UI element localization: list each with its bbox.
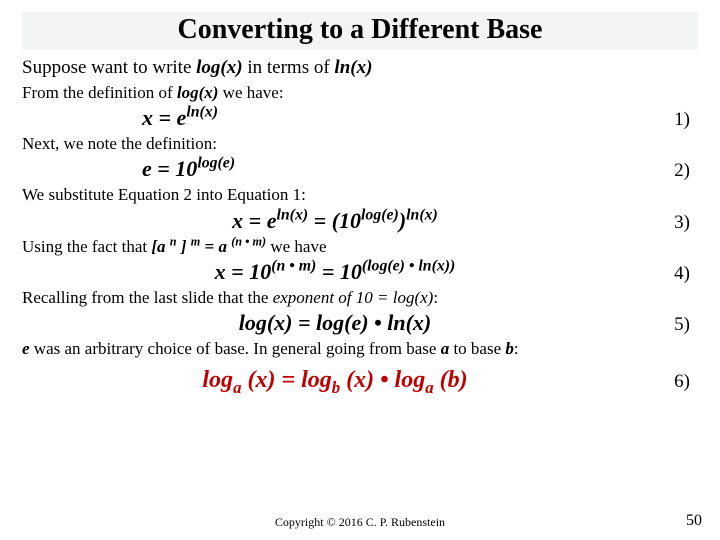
using-line: Using the fact that [a n ] m = a (n • m)… [22, 236, 698, 257]
eq2-num: 2) [648, 160, 698, 182]
def1-log: log(x) [177, 83, 219, 102]
arb-e: e [22, 339, 30, 358]
intro-log: log(x) [196, 57, 242, 78]
eq1: x = eln(x) [22, 105, 648, 131]
eq6-num: 6) [648, 371, 698, 393]
intro-ln: ln(x) [334, 57, 372, 78]
eq4-row: x = 10(n • m) = 10(log(e) • ln(x)) 4) [22, 259, 698, 285]
eq3-num: 3) [648, 212, 698, 234]
eq6-row: loga (x) = logb (x) • loga (b) 6) [22, 361, 698, 400]
recall-post: : [433, 288, 438, 307]
eq2: e = 10log(e) [22, 156, 648, 182]
eq2-row: e = 10log(e) 2) [22, 156, 698, 182]
using-post: we have [266, 237, 326, 256]
def1-pre: From the definition of [22, 83, 177, 102]
arb-mid2: to base [449, 339, 505, 358]
def1-post: we have: [218, 83, 283, 102]
eq3: x = eln(x) = (10log(e))ln(x) [22, 208, 648, 234]
copyright: Copyright © 2016 C. P. Rubenstein [0, 515, 720, 530]
recall-line: Recalling from the last slide that the e… [22, 287, 698, 308]
using-rule: [a n ] m = a (n • m) [151, 237, 266, 256]
recall-it: exponent of 10 = log(x) [273, 288, 434, 307]
eq1-num: 1) [648, 109, 698, 131]
intro-line: Suppose want to write log(x) in terms of… [22, 56, 698, 80]
sub-line: We substitute Equation 2 into Equation 1… [22, 184, 698, 205]
eq6: loga (x) = logb (x) • loga (b) [22, 367, 648, 394]
eq4: x = 10(n • m) = 10(log(e) • ln(x)) [22, 259, 648, 285]
intro-mid: in terms of [243, 57, 335, 78]
arb-a: a [441, 339, 450, 358]
arb-b: b [505, 339, 514, 358]
slide-title: Converting to a Different Base [22, 12, 698, 50]
def1-line: From the definition of log(x) we have: [22, 82, 698, 103]
using-pre: Using the fact that [22, 237, 151, 256]
intro-pre: Suppose want to write [22, 57, 196, 78]
arb-mid1: was an arbitrary choice of base. In gene… [30, 339, 441, 358]
arb-line: e was an arbitrary choice of base. In ge… [22, 338, 698, 359]
eq3-row: x = eln(x) = (10log(e))ln(x) 3) [22, 208, 698, 234]
eq1-row: x = eln(x) 1) [22, 105, 698, 131]
page-number: 50 [686, 512, 702, 530]
recall-pre: Recalling from the last slide that the [22, 288, 273, 307]
arb-post: : [514, 339, 519, 358]
next-line: Next, we note the definition: [22, 133, 698, 154]
eq5-num: 5) [648, 314, 698, 336]
eq5-row: log(x) = log(e) • ln(x) 5) [22, 310, 698, 336]
eq5: log(x) = log(e) • ln(x) [22, 310, 648, 336]
eq4-num: 4) [648, 263, 698, 285]
